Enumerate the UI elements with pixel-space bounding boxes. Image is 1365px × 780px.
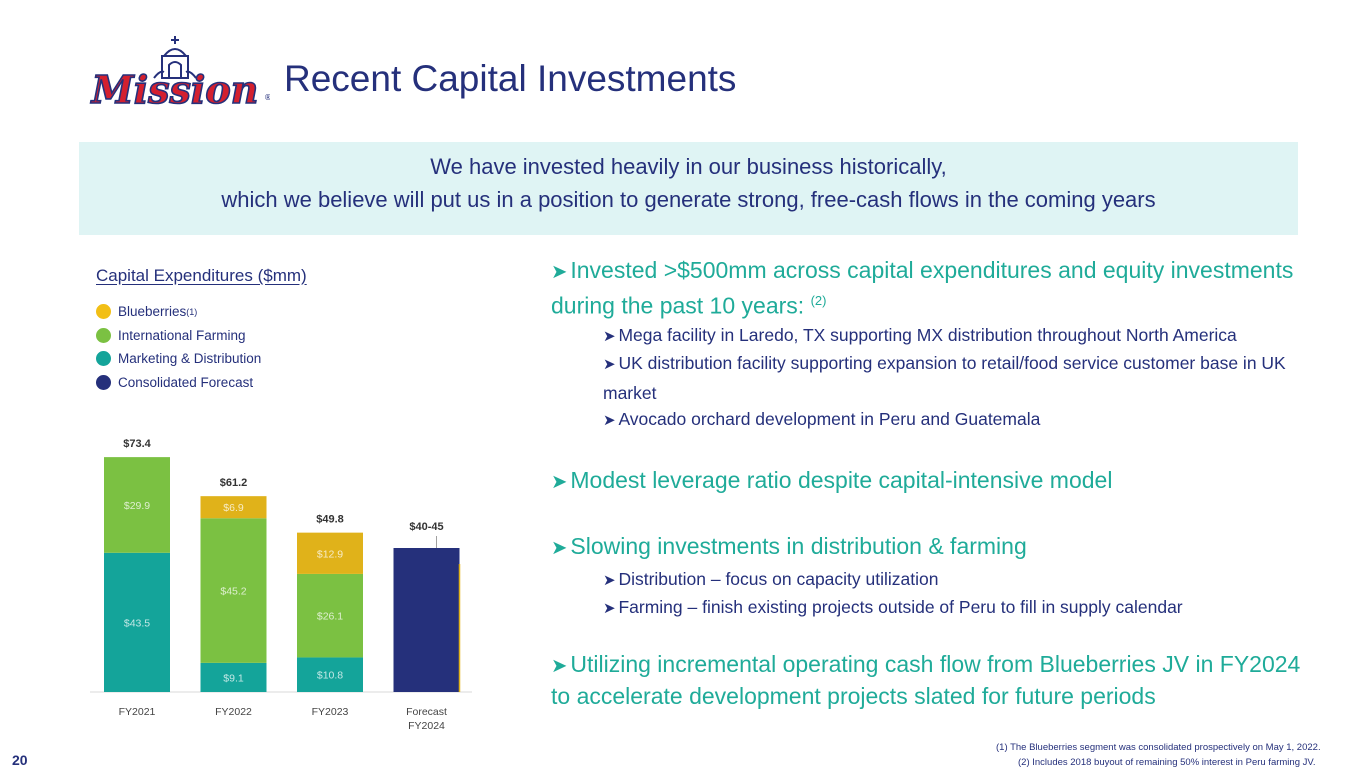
segment-label: $45.2 (220, 586, 246, 598)
bullet-2-text: Modest leverage ratio despite capital-in… (570, 467, 1113, 493)
legend-label: Consolidated Forecast (118, 374, 254, 390)
legend-footnote-ref: (1) (186, 306, 198, 317)
bar-segment (200, 496, 267, 519)
bullet-2: ➤ Modest leverage ratio despite capital-i… (551, 465, 1112, 497)
sub-text: Farming – finish existing projects outsi… (618, 597, 1183, 617)
arrow-icon: ➤ (603, 329, 616, 345)
x-tick-label: FY2023 (312, 706, 349, 718)
logo-wordmark: Mission (90, 67, 259, 112)
page-title: Recent Capital Investments (284, 58, 737, 99)
arrow-icon: ➤ (551, 655, 568, 677)
arrow-icon: ➤ (551, 261, 568, 283)
x-tick-label: FY2022 (215, 706, 252, 718)
sub-text: UK distribution facility supporting expa… (603, 353, 1286, 403)
bullet-3: ➤ Slowing investments in distribution & f… (551, 531, 1027, 563)
legend-label: International Farming (118, 327, 246, 343)
bar-segment (297, 532, 363, 574)
segment-label: $26.1 (317, 611, 343, 623)
bullet-1-line-1: Invested >$500mm across capital expendit… (570, 257, 1294, 283)
arrow-icon: ➤ (603, 601, 616, 617)
arrow-icon: ➤ (603, 357, 616, 373)
page-number: 20 (12, 752, 28, 768)
arrow-icon: ➤ (551, 471, 568, 493)
chart-legend: Blueberries (1) International Farming Mar… (96, 300, 261, 394)
segment-label: $6.9 (223, 502, 244, 514)
legend-label: Marketing & Distribution (118, 351, 262, 367)
summary-banner: We have invested heavily in our business… (79, 142, 1298, 235)
bullet-4-line-2: to accelerate development projects slate… (551, 683, 1156, 709)
legend-item-marketing-distribution: Marketing & Distribution (96, 347, 261, 371)
segment-label: $43.5 (124, 617, 150, 629)
bar-segment (297, 573, 363, 658)
arrow-icon: ➤ (603, 573, 616, 589)
bullet-1-sub-1: ➤ Mega facility in Laredo, TX supporting … (603, 321, 1311, 351)
x-tick-label: FY2024 (408, 720, 445, 732)
arrow-icon: ➤ (551, 537, 568, 559)
segment-label: $9.1 (223, 672, 244, 684)
footnote-ref: (2) (810, 293, 827, 308)
sub-text: Avocado orchard development in Peru and … (618, 409, 1041, 429)
legend-swatch-icon (96, 327, 111, 343)
legend-item-blueberries: Blueberries (1) (96, 300, 261, 324)
bullet-3-sub-1: ➤ Distribution – focus on capacity utiliz… (603, 565, 1311, 595)
segment-label: $10.8 (317, 670, 343, 682)
bullet-1-line-2: during the past 10 years: (551, 292, 805, 319)
legend-swatch-icon (96, 374, 111, 390)
sub-text: Distribution – focus on capacity utiliza… (618, 569, 939, 589)
svg-text:®: ® (264, 93, 270, 102)
footnote-2: (2) Includes 2018 buyout of remaining 50… (1018, 757, 1316, 768)
bar-segment (104, 552, 170, 692)
bar-total-label: $73.4 (123, 438, 151, 450)
bullet-4-line-1: Utilizing incremental operating cash flo… (570, 651, 1301, 677)
bullet-1: ➤ Invested >$500mm across capital expendi… (551, 255, 1293, 287)
bar-segment (200, 518, 267, 663)
bullet-4: ➤ Utilizing incremental operating cash fl… (551, 649, 1300, 681)
legend-item-consolidated-forecast: Consolidated Forecast (96, 371, 261, 395)
bar-total-label: $40-45 (409, 521, 443, 533)
banner-line-2: which we believe will put us in a positi… (221, 187, 1156, 212)
mission-logo: Mission ® (80, 34, 272, 118)
bullet-1-sub-3: ➤ Avocado orchard development in Peru and… (603, 405, 1311, 435)
segment-label: $29.9 (124, 500, 150, 512)
legend-swatch-icon (96, 351, 111, 367)
bar-segment (104, 457, 170, 553)
bar-total-label: $61.2 (220, 477, 248, 489)
legend-swatch-icon (96, 304, 111, 320)
footnote-1: (1) The Blueberries segment was consolid… (996, 742, 1321, 753)
bullet-3-text: Slowing investments in distribution & fa… (570, 533, 1027, 559)
bullet-4-cont: to accelerate development projects slate… (551, 681, 1156, 711)
legend-item-international-farming: International Farming (96, 324, 261, 348)
sub-text: Mega facility in Laredo, TX supporting M… (618, 325, 1237, 345)
bar-segment (393, 548, 460, 692)
x-tick-label: FY2021 (119, 706, 156, 718)
bar-segment (297, 657, 363, 692)
arrow-icon: ➤ (603, 413, 616, 429)
x-tick-label: Forecast (406, 706, 447, 718)
bar-segment (200, 662, 267, 692)
bar-total-label: $49.8 (316, 514, 344, 526)
legend-label: Blueberries (118, 304, 187, 320)
bullet-1-cont: during the past 10 years: (2) (551, 286, 826, 321)
segment-label: $12.9 (317, 548, 343, 560)
banner-line-1: We have invested heavily in our business… (430, 154, 947, 179)
bullet-3-sub-2: ➤ Farming – finish existing projects outs… (603, 593, 1311, 623)
capex-bar-chart: $43.5 $29.9 $73.4 FY2021 $9.1 $45.2 $6.9 $61.2 F… (90, 438, 472, 732)
chart-title: Capital Expenditures ($mm) (96, 266, 307, 285)
bullet-1-sub-2: ➤ UK distribution facility supporting exp… (603, 349, 1311, 407)
